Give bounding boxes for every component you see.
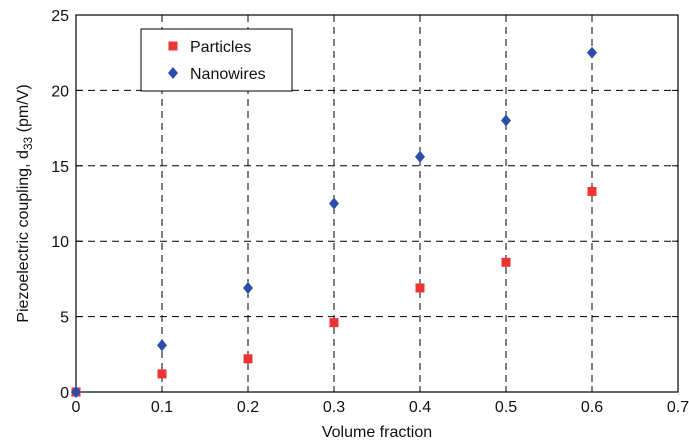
x-tick-label: 0.3 xyxy=(323,399,345,416)
data-points xyxy=(71,46,597,398)
legend-box xyxy=(140,28,293,92)
nanowires-point xyxy=(157,339,167,352)
y-tick-labels: 0 5 10 15 20 25 xyxy=(51,8,69,402)
x-tick-label: 0.4 xyxy=(409,399,431,416)
x-tick-label: 0.7 xyxy=(667,399,689,416)
legend: Particles Nanowires xyxy=(140,28,293,92)
legend-label-particles: Particles xyxy=(190,39,251,56)
x-tick-label: 0.1 xyxy=(151,399,173,416)
legend-label-nanowires: Nanowires xyxy=(190,66,266,83)
y-tick-label: 20 xyxy=(51,83,69,100)
x-tick-label: 0.2 xyxy=(237,399,259,416)
particles-point xyxy=(415,283,425,293)
legend-items: Particles Nanowires xyxy=(168,39,266,83)
y-tick-label: 5 xyxy=(60,310,69,327)
legend-marker-particles xyxy=(168,41,178,51)
nanowires-point xyxy=(587,46,597,59)
y-tick-label: 10 xyxy=(51,234,69,251)
nanowires-point xyxy=(415,150,425,163)
particles-point xyxy=(501,257,511,267)
nanowires-point xyxy=(501,114,511,127)
y-tick-label: 0 xyxy=(60,385,69,402)
particles-point xyxy=(329,318,339,328)
x-tick-label: 0 xyxy=(72,399,81,416)
x-tick-labels: 0 0.1 0.2 0.3 0.4 0.5 0.6 0.7 xyxy=(72,399,689,416)
series-nanowires xyxy=(71,46,597,398)
particles-point xyxy=(157,369,167,379)
nanowires-point xyxy=(329,197,339,210)
x-tick-label: 0.6 xyxy=(581,399,603,416)
y-tick-label: 25 xyxy=(51,8,69,25)
nanowires-point xyxy=(71,386,81,398)
y-tick-label: 15 xyxy=(51,159,69,176)
plot-area-frame xyxy=(75,14,679,393)
y-axis-title: Piezoelectric coupling, d33 (pm/V) xyxy=(15,84,35,322)
x-tick-label: 0.5 xyxy=(495,399,517,416)
legend-marker-nanowires xyxy=(168,67,178,79)
x-axis-title: Volume fraction xyxy=(322,424,432,441)
y-axis-title-subscript: 33 xyxy=(21,136,35,150)
nanowires-point xyxy=(243,281,253,294)
particles-point xyxy=(243,354,253,364)
particles-point xyxy=(587,186,597,196)
y-axis-title-unit: (pm/V) xyxy=(15,84,32,136)
y-axis-title-main: Piezoelectric coupling, d xyxy=(15,150,32,323)
